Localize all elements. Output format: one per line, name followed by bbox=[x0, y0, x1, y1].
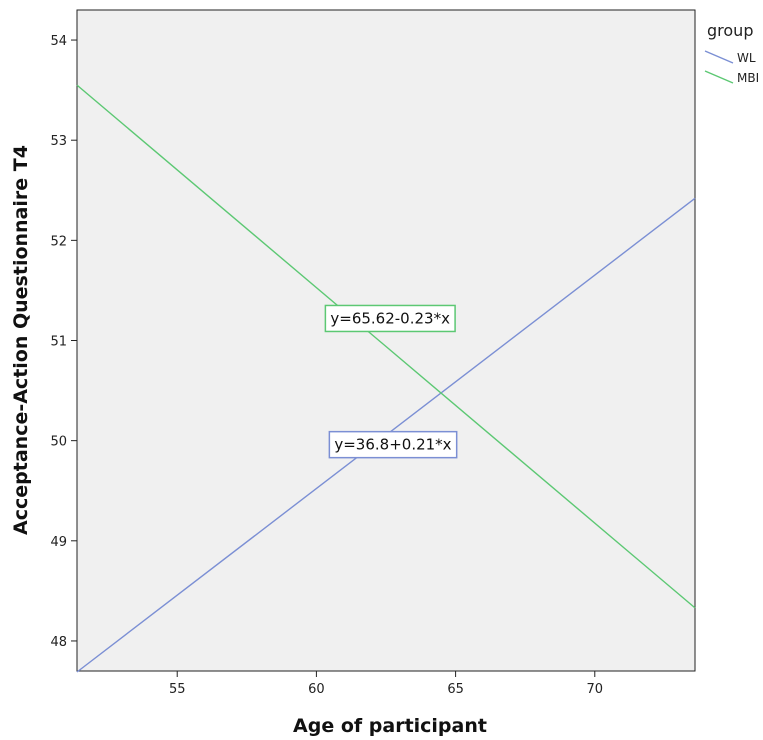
y-tick-label: 53 bbox=[50, 134, 67, 149]
y-tick-label: 51 bbox=[50, 335, 67, 350]
equation-box bbox=[324, 304, 456, 333]
y-tick-label: 48 bbox=[50, 635, 67, 650]
equation-label-mbi: y=65.62-0.23*x bbox=[324, 304, 456, 333]
x-axis-title: Age of participant bbox=[293, 715, 487, 737]
y-tick-label: 49 bbox=[50, 535, 67, 550]
x-tick-label: 65 bbox=[447, 682, 464, 697]
x-axis: 55 60 65 70 bbox=[169, 671, 603, 697]
equation-text: y=65.62-0.23*x bbox=[330, 309, 450, 327]
legend-swatch bbox=[704, 70, 734, 84]
legend-title: group bbox=[707, 21, 753, 40]
equation-label-wl: y=36.8+0.21*x bbox=[328, 430, 458, 459]
legend-label: MBI bbox=[737, 71, 759, 85]
equation-text: y=36.8+0.21*x bbox=[334, 436, 451, 454]
y-tick-label: 54 bbox=[50, 34, 67, 49]
equation-box bbox=[328, 430, 458, 459]
y-axis-title: Acceptance-Action Questionnaire T4 bbox=[10, 145, 32, 535]
x-tick-label: 55 bbox=[169, 682, 186, 697]
legend-item-mbi: MBI bbox=[704, 70, 759, 85]
legend-items: WL MBI bbox=[704, 50, 759, 85]
x-tick-label: 70 bbox=[587, 682, 604, 697]
series-line-mbi bbox=[76, 84, 696, 609]
y-axis: 48 49 50 51 52 53 54 bbox=[50, 34, 77, 650]
x-tick-label: 60 bbox=[308, 682, 325, 697]
legend: group WL MBI bbox=[704, 21, 759, 85]
legend-item-wl: WL bbox=[704, 50, 756, 65]
plot-area bbox=[76, 9, 696, 672]
y-tick-label: 50 bbox=[50, 435, 67, 450]
legend-swatch bbox=[704, 50, 734, 64]
legend-label: WL bbox=[737, 51, 756, 65]
y-tick-label: 52 bbox=[50, 234, 67, 249]
equation-labels: y=36.8+0.21*x y=65.62-0.23*x bbox=[324, 304, 458, 459]
